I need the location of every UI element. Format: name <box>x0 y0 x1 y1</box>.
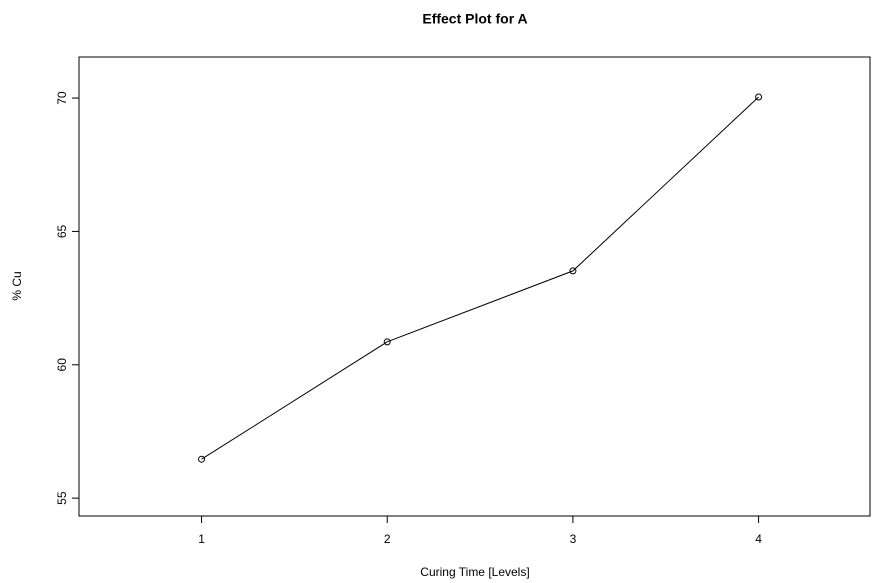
data-point <box>198 455 206 463</box>
y-tick-label: 60 <box>55 358 69 372</box>
x-tick-label: 3 <box>570 532 577 546</box>
data-point <box>569 267 577 275</box>
data-point <box>383 338 391 346</box>
y-tick-label: 55 <box>55 491 69 505</box>
data-line <box>201 96 759 460</box>
y-tick-label: 70 <box>55 91 69 105</box>
data-point <box>755 93 763 101</box>
y-axis-label: % Cu <box>10 271 24 300</box>
x-tick-label: 2 <box>384 532 391 546</box>
x-tick-label: 4 <box>755 532 762 546</box>
chart-title: Effect Plot for A <box>422 11 527 27</box>
y-tick-label: 65 <box>55 224 69 238</box>
x-tick-label: 1 <box>198 532 205 546</box>
plot-frame <box>78 56 871 517</box>
x-axis-label: Curing Time [Levels] <box>420 565 529 579</box>
